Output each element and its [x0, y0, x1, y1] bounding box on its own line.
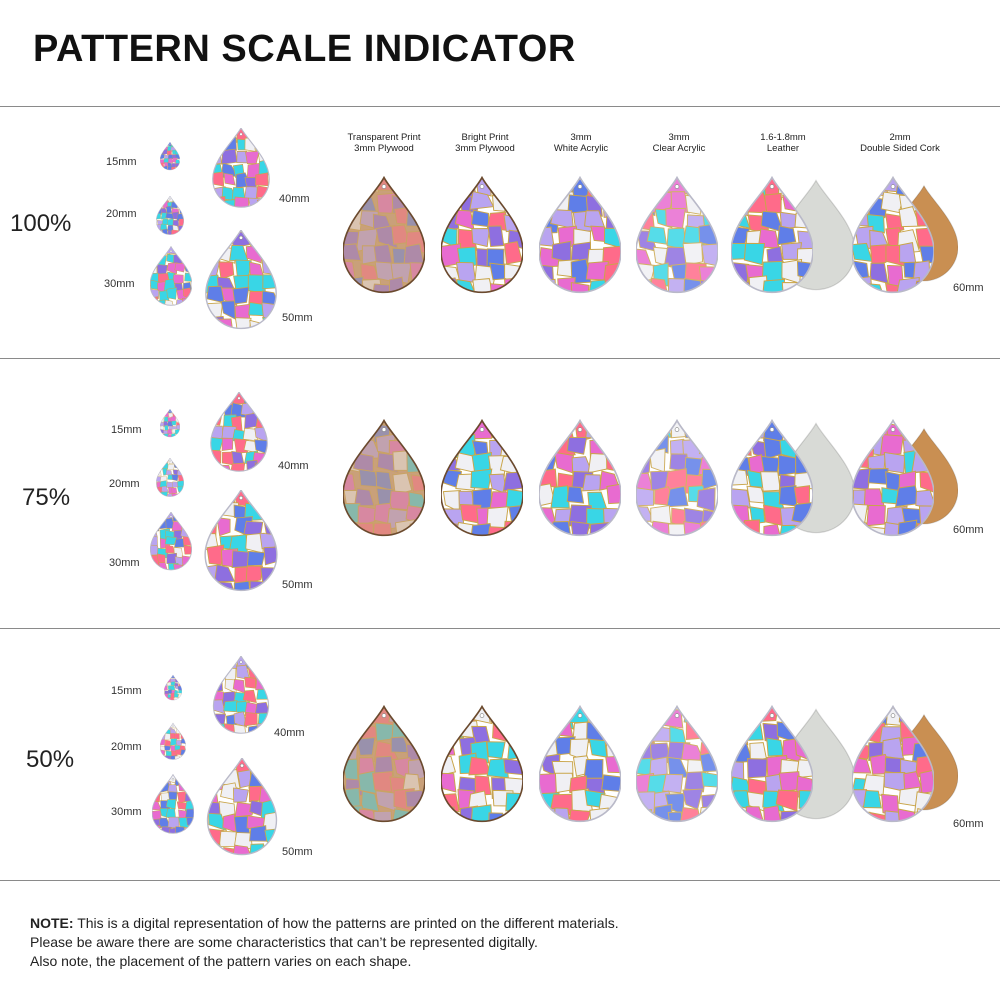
size-label-30mm: 30mm — [111, 806, 142, 818]
teardrop-swatch-30mm — [150, 246, 192, 308]
teardrop-swatch-50mm — [204, 490, 278, 594]
teardrop-swatch-acrylic-white — [539, 704, 621, 828]
size-label-40mm: 40mm — [274, 727, 305, 739]
size-label-60mm: 60mm — [953, 282, 984, 294]
divider — [0, 628, 1000, 629]
teardrop-swatch-50mm — [206, 758, 278, 858]
teardrop-swatch-40mm — [210, 392, 268, 474]
teardrop-swatch-acrylic-clear — [636, 704, 718, 828]
teardrop-swatch-40mm — [212, 656, 270, 736]
material-label-leather: 1.6-1.8mm Leather — [760, 132, 806, 154]
teardrop-swatch-15mm — [164, 674, 182, 702]
scale-label: 100% — [10, 210, 72, 237]
size-label-20mm: 20mm — [111, 741, 142, 753]
size-label-60mm: 60mm — [953, 818, 984, 830]
teardrop-swatch-20mm — [160, 722, 186, 762]
teardrop-swatch-leather — [731, 176, 813, 298]
teardrop-swatch-plywood-bright — [441, 704, 523, 828]
size-label-50mm: 50mm — [282, 579, 313, 591]
page-title: PATTERN SCALE INDICATOR — [33, 28, 576, 70]
teardrop-swatch-plywood-transparent — [343, 418, 425, 542]
size-label-30mm: 30mm — [104, 278, 135, 290]
teardrop-swatch-cork — [852, 176, 934, 298]
teardrop-swatch-plywood-transparent — [343, 176, 425, 298]
teardrop-swatch-15mm — [160, 142, 180, 171]
size-label-60mm: 60mm — [953, 524, 984, 536]
size-label-30mm: 30mm — [109, 557, 140, 569]
divider — [0, 880, 1000, 881]
teardrop-swatch-leather — [731, 704, 813, 828]
teardrop-swatch-20mm — [156, 196, 184, 236]
teardrop-swatch-40mm — [210, 128, 272, 210]
teardrop-swatch-30mm — [150, 512, 192, 572]
material-label-bright-plywood: Bright Print 3mm Plywood — [455, 132, 515, 154]
teardrop-swatch-cork — [852, 704, 934, 828]
teardrop-swatch-acrylic-clear — [636, 176, 718, 298]
material-label-cork: 2mm Double Sided Cork — [860, 132, 940, 154]
note-text: NOTE: This is a digital representation o… — [30, 915, 619, 969]
teardrop-swatch-leather — [731, 418, 813, 542]
teardrop-swatch-plywood-bright — [441, 176, 523, 298]
teardrop-swatch-15mm — [160, 408, 180, 439]
size-label-15mm: 15mm — [106, 156, 137, 168]
teardrop-swatch-plywood-bright — [441, 418, 523, 542]
teardrop-swatch-20mm — [156, 458, 184, 498]
scale-label: 75% — [22, 484, 71, 511]
teardrop-swatch-30mm — [152, 774, 194, 836]
teardrop-swatch-50mm — [204, 230, 278, 332]
teardrop-swatch-plywood-transparent — [343, 704, 425, 828]
material-label-white-acrylic: 3mm White Acrylic — [553, 132, 609, 154]
size-label-40mm: 40mm — [279, 193, 310, 205]
divider — [0, 106, 1000, 107]
teardrop-swatch-acrylic-white — [539, 176, 621, 298]
size-label-15mm: 15mm — [111, 424, 142, 436]
material-label-transparent-plywood: Transparent Print 3mm Plywood — [347, 132, 421, 154]
scale-label: 50% — [26, 746, 75, 773]
size-label-50mm: 50mm — [282, 846, 313, 858]
size-label-40mm: 40mm — [278, 460, 309, 472]
material-label-clear-acrylic: 3mm Clear Acrylic — [652, 132, 706, 154]
size-label-20mm: 20mm — [106, 208, 137, 220]
teardrop-swatch-acrylic-white — [539, 418, 621, 542]
size-label-15mm: 15mm — [111, 685, 142, 697]
size-label-50mm: 50mm — [282, 312, 313, 324]
teardrop-swatch-cork — [852, 418, 934, 542]
divider — [0, 358, 1000, 359]
size-label-20mm: 20mm — [109, 478, 140, 490]
teardrop-swatch-acrylic-clear — [636, 418, 718, 542]
